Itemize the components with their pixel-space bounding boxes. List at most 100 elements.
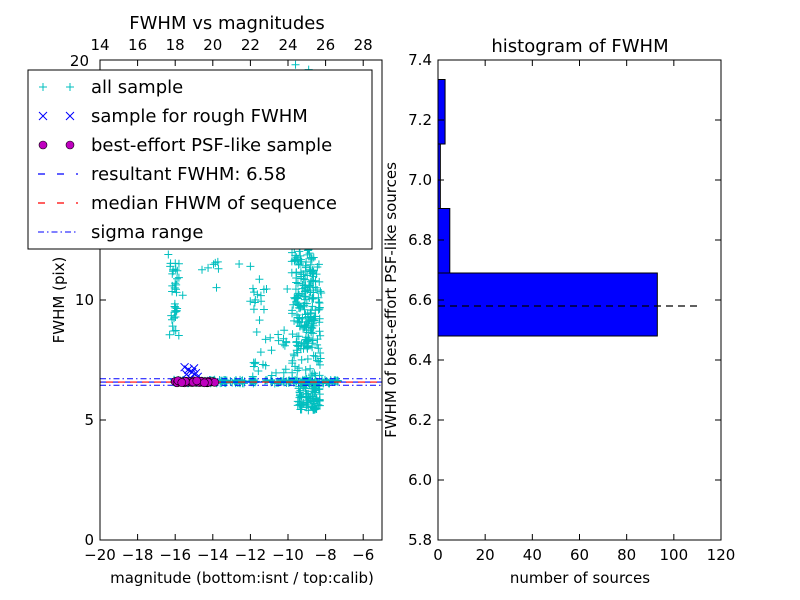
y-tick-label: 7.0 bbox=[408, 171, 432, 189]
all-sample-point bbox=[315, 277, 324, 286]
all-sample-point bbox=[291, 362, 300, 371]
all-sample-point bbox=[172, 288, 181, 297]
right-x-axis-label: number of sources bbox=[510, 569, 650, 587]
top-axis-tick-label: 22 bbox=[241, 36, 260, 54]
right-y-axis-label: FWHM of best-effort PSF-like sources bbox=[382, 162, 400, 438]
x-tick-label: 120 bbox=[707, 546, 736, 564]
x-tick-label: 100 bbox=[660, 546, 689, 564]
all-sample-point bbox=[288, 306, 297, 315]
all-sample-point bbox=[310, 405, 319, 414]
y-tick-label: 6.6 bbox=[408, 291, 432, 309]
all-sample-point bbox=[262, 285, 271, 294]
all-sample-point bbox=[297, 355, 306, 364]
all-sample-point bbox=[300, 340, 309, 349]
x-tick-label: 0 bbox=[433, 546, 443, 564]
y-tick-label: 7.2 bbox=[408, 111, 432, 129]
all-sample-point bbox=[249, 376, 258, 385]
x-tick-label: 40 bbox=[523, 546, 542, 564]
x-tick-label: 60 bbox=[570, 546, 589, 564]
legend-entry: sigma range bbox=[38, 222, 203, 243]
all-sample-point bbox=[301, 373, 310, 382]
legend-marker bbox=[65, 111, 75, 121]
all-sample-point bbox=[261, 335, 270, 344]
histogram-bar bbox=[437, 208, 451, 274]
legend-entry: resultant FWHM: 6.58 bbox=[38, 164, 286, 185]
all-sample-point bbox=[166, 259, 175, 268]
all-sample-point bbox=[313, 400, 322, 409]
all-sample-point bbox=[283, 284, 292, 293]
all-sample-point bbox=[174, 273, 183, 282]
x-tick-label: 20 bbox=[476, 546, 495, 564]
all-sample-point bbox=[309, 351, 318, 360]
all-sample-point bbox=[294, 291, 303, 300]
all-sample-point bbox=[303, 355, 312, 364]
psf-like-sample-points bbox=[170, 376, 219, 388]
all-sample-point bbox=[301, 365, 310, 374]
all-sample-point bbox=[300, 299, 309, 308]
all-sample-point bbox=[306, 260, 315, 269]
all-sample-point bbox=[309, 277, 318, 286]
rough-fwhm-sample-point bbox=[180, 362, 189, 372]
all-sample-point bbox=[259, 305, 268, 314]
all-sample-point bbox=[248, 284, 257, 293]
right-plot-frame bbox=[437, 59, 722, 541]
all-sample-point bbox=[296, 251, 305, 260]
y-tick-label: 6.2 bbox=[408, 411, 432, 429]
all-sample-point bbox=[254, 366, 263, 375]
all-sample-point bbox=[288, 330, 297, 339]
all-sample-point bbox=[289, 350, 298, 359]
all-sample-point bbox=[246, 297, 255, 306]
all-sample-point bbox=[280, 341, 289, 350]
all-sample-point bbox=[293, 317, 302, 326]
legend-label: all sample bbox=[91, 77, 183, 98]
all-sample-point bbox=[315, 390, 324, 399]
all-sample-point bbox=[246, 262, 255, 271]
legend-label: median FHWM of sequence bbox=[91, 193, 337, 214]
all-sample-point bbox=[308, 276, 317, 285]
all-sample-point bbox=[330, 376, 339, 385]
all-sample-point bbox=[309, 288, 318, 297]
left-y-axis-label: FWHM (pix) bbox=[50, 257, 68, 344]
top-axis-tick-label: 24 bbox=[278, 36, 297, 54]
all-sample-point bbox=[308, 293, 317, 302]
all-sample-point bbox=[257, 297, 266, 306]
all-sample-point bbox=[294, 397, 303, 406]
all-sample-point bbox=[303, 342, 312, 351]
x-tick-label: 80 bbox=[617, 546, 636, 564]
all-sample-point bbox=[279, 376, 288, 385]
all-sample-point bbox=[294, 313, 303, 322]
all-sample-point bbox=[291, 60, 300, 69]
all-sample-point bbox=[249, 288, 258, 297]
all-sample-point bbox=[307, 323, 316, 332]
x-tick-label: −14 bbox=[197, 546, 229, 564]
y-tick-label: 6.4 bbox=[408, 351, 432, 369]
all-sample-point bbox=[305, 281, 314, 290]
all-sample-point bbox=[293, 279, 302, 288]
y-tick-label: 0 bbox=[84, 531, 94, 549]
all-sample-point bbox=[293, 397, 302, 406]
all-sample-point bbox=[308, 302, 317, 311]
right-y-axis-ticks: 5.8 6.0 6.2 6.4 6.6 6.8 7.0 7.2 7.4 bbox=[408, 51, 721, 549]
all-sample-point bbox=[304, 393, 313, 402]
right-chart: histogram of FWHM 0 20 40 60 80 100 120 5.8 6.0… bbox=[382, 36, 735, 587]
all-sample-point bbox=[249, 305, 258, 314]
all-sample-point bbox=[291, 294, 300, 303]
y-tick-label: 10 bbox=[75, 291, 94, 309]
legend-marker bbox=[39, 83, 47, 91]
all-sample-point bbox=[314, 357, 323, 366]
all-sample-point bbox=[238, 379, 247, 388]
all-sample-point bbox=[214, 264, 223, 273]
rough-fwhm-sample-point bbox=[184, 365, 193, 374]
all-sample-point bbox=[291, 251, 300, 260]
all-sample-point bbox=[294, 342, 303, 351]
legend-marker bbox=[38, 140, 48, 150]
left-top-axis-ticks: 14 16 18 20 22 24 26 28 bbox=[90, 36, 372, 54]
all-sample-point bbox=[164, 250, 173, 259]
all-sample-point bbox=[302, 257, 311, 266]
all-sample-point bbox=[311, 352, 320, 361]
left-corner-tick-label: 20 bbox=[70, 52, 89, 70]
psf-like-sample-point bbox=[177, 378, 187, 387]
x-tick-label: −8 bbox=[315, 546, 337, 564]
all-sample-point bbox=[313, 356, 322, 365]
